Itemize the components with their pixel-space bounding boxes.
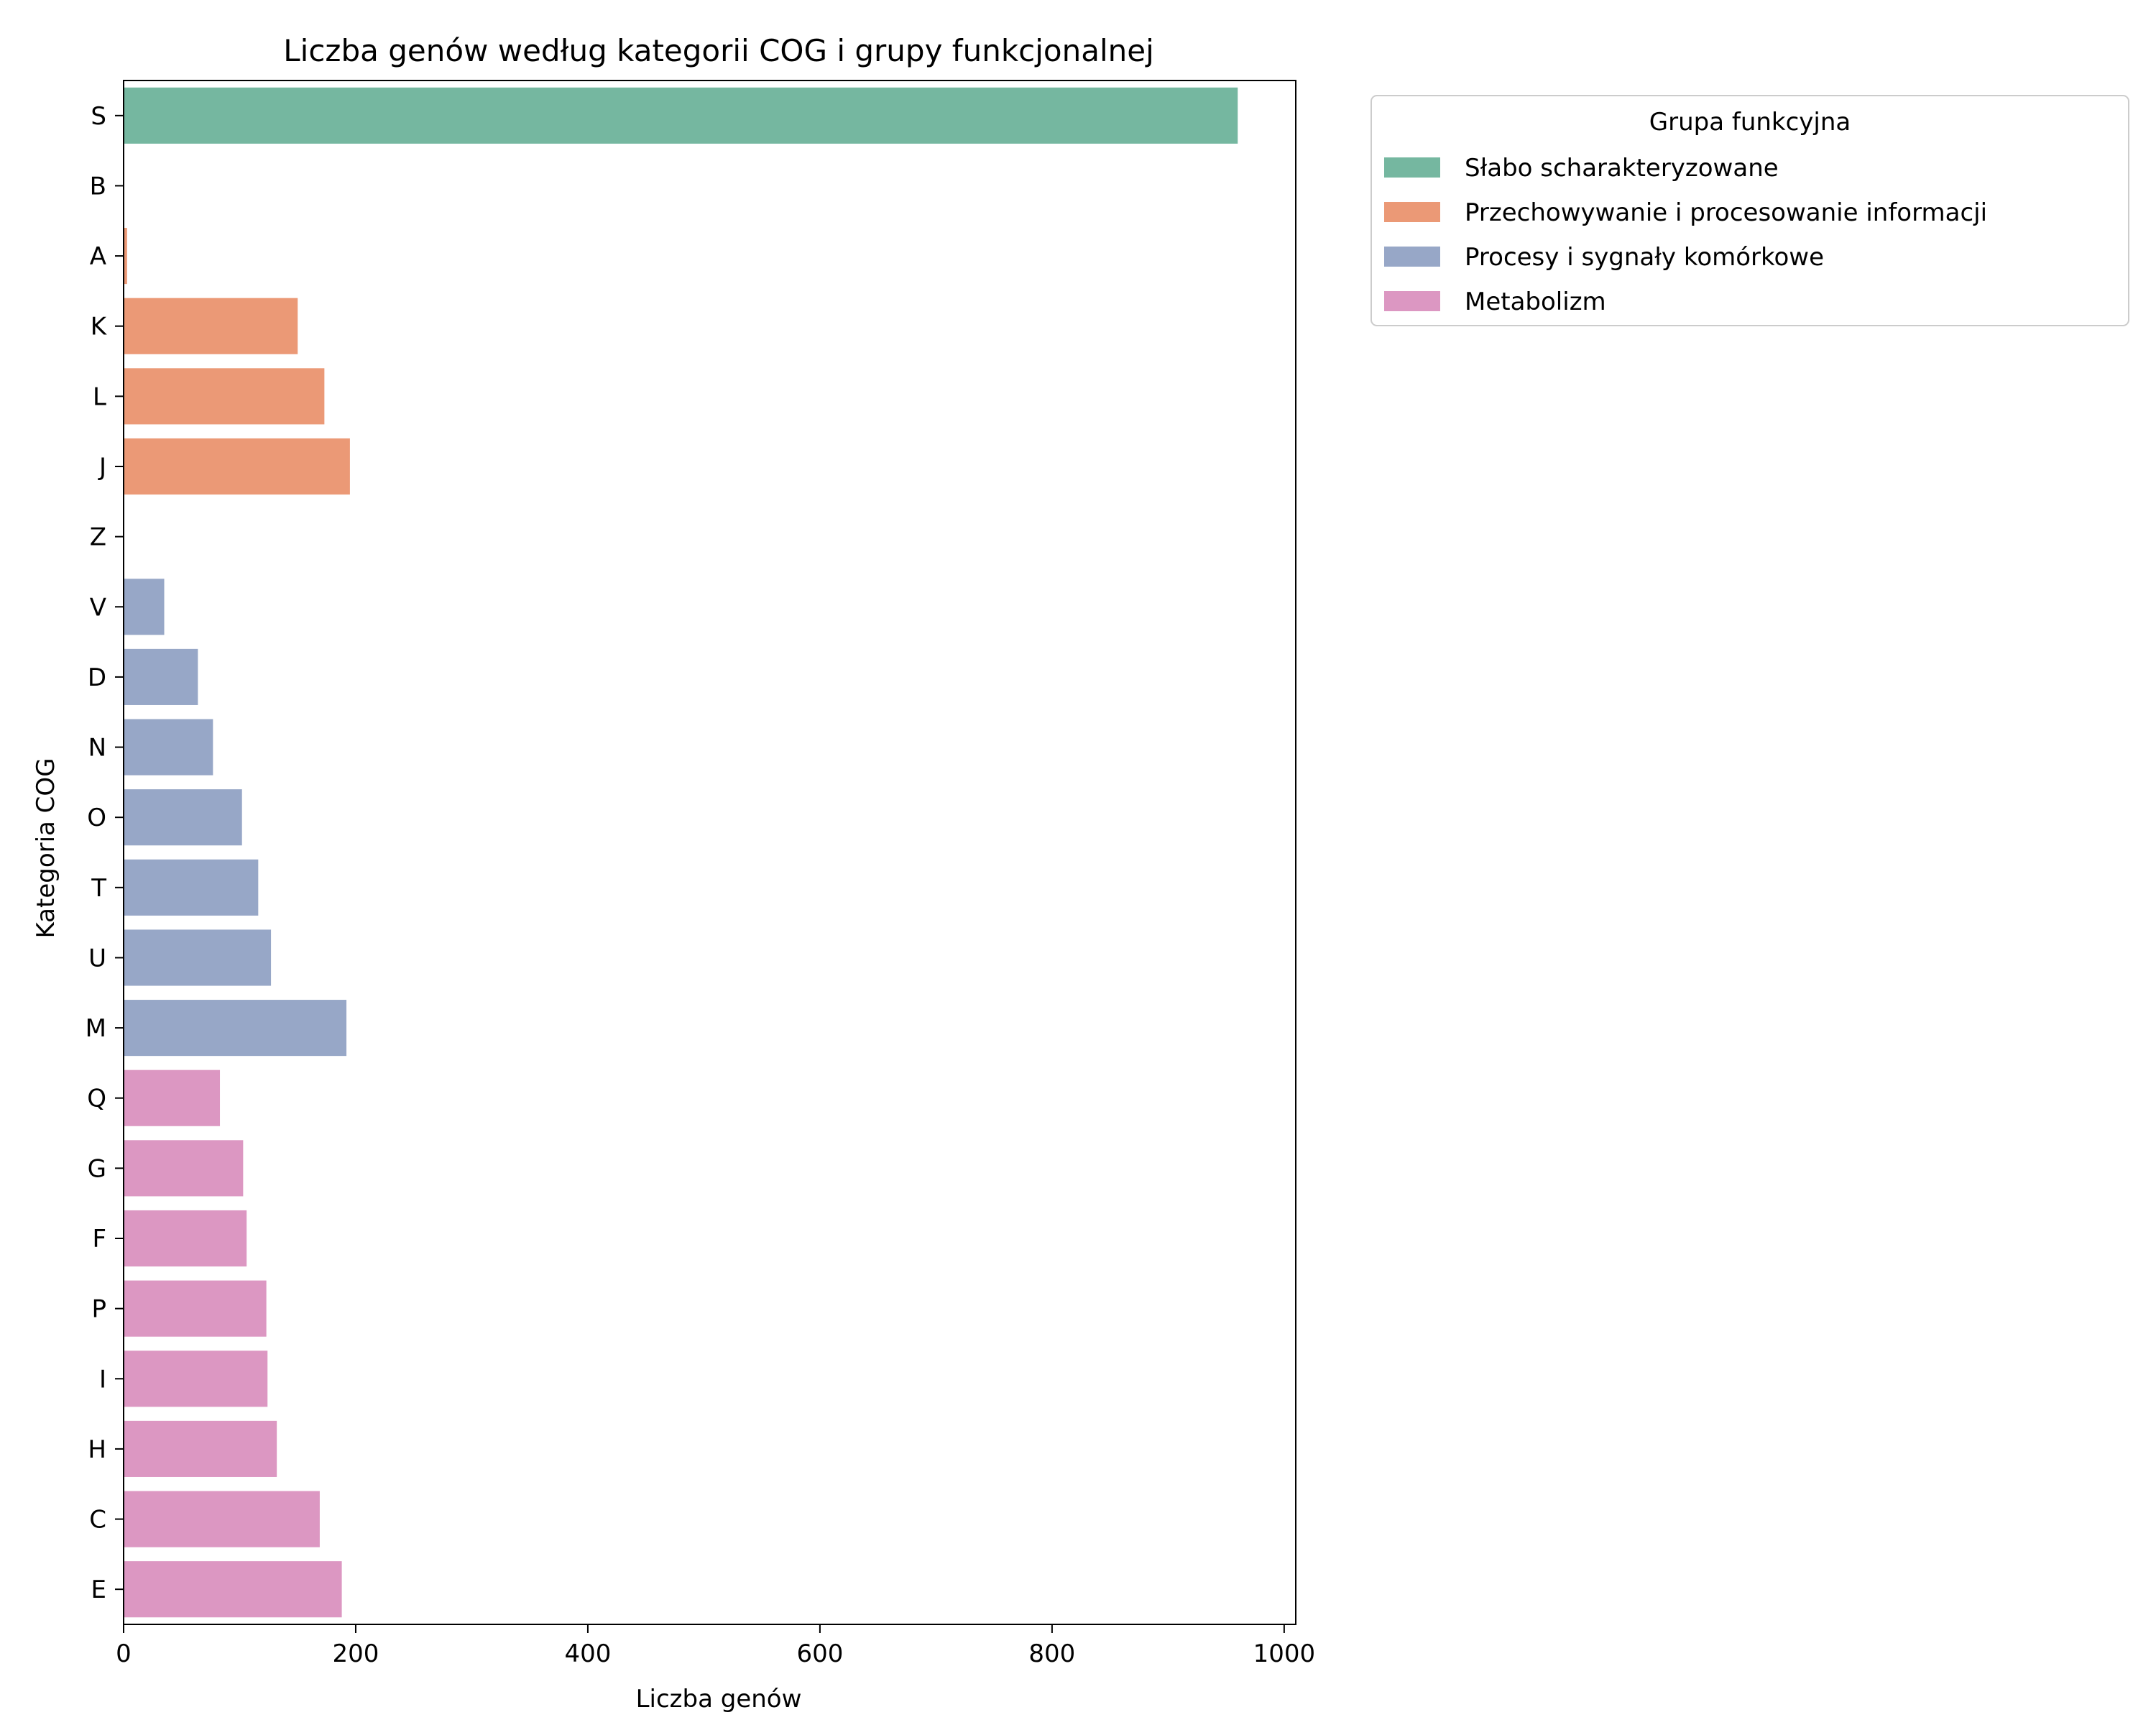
y-tick-label-s: S <box>91 102 106 131</box>
y-tick-label-i: I <box>99 1365 106 1394</box>
legend-entry-label: Przechowywanie i procesowanie informacji <box>1465 198 1987 227</box>
bar-h <box>124 1420 277 1477</box>
x-tick-label-1000: 1000 <box>1253 1639 1316 1668</box>
bar-a <box>124 228 127 285</box>
y-tick-label-a: A <box>90 242 106 271</box>
bar-g <box>124 1140 244 1197</box>
bar-p <box>124 1280 267 1337</box>
bar-q <box>124 1070 221 1126</box>
y-tick-label-q: Q <box>87 1085 106 1113</box>
x-tick-label-200: 200 <box>333 1639 379 1668</box>
y-tick-label-j: J <box>98 453 106 482</box>
legend-swatch <box>1384 247 1440 267</box>
bar-c <box>124 1491 320 1547</box>
bar-f <box>124 1210 247 1267</box>
legend-swatch <box>1384 291 1440 311</box>
y-tick-label-z: Z <box>90 523 106 552</box>
y-tick-label-d: D <box>88 663 106 692</box>
legend: Grupa funkcyjna Słabo scharakteryzowane Pr… <box>1370 95 2129 326</box>
bar-s <box>124 87 1238 144</box>
legend-swatch <box>1384 157 1440 178</box>
y-tick-label-c: C <box>89 1506 106 1535</box>
bar-e <box>124 1561 342 1618</box>
y-tick-label-h: H <box>88 1435 106 1464</box>
x-tick-label-0: 0 <box>116 1639 132 1668</box>
x-tick-label-800: 800 <box>1028 1639 1075 1668</box>
x-axis-label: Liczba genów <box>636 1685 802 1714</box>
bar-d <box>124 648 198 705</box>
bar-v <box>124 579 165 635</box>
bar-o <box>124 789 242 846</box>
y-tick-label-f: F <box>92 1225 106 1254</box>
legend-entry-label: Metabolizm <box>1465 288 1606 316</box>
bar-t <box>124 859 259 916</box>
bar-n <box>124 719 213 776</box>
bar-i <box>124 1351 268 1407</box>
legend-entry-label: Słabo scharakteryzowane <box>1465 154 1779 183</box>
legend-entry-label: Procesy i sygnały komórkowe <box>1465 243 1824 272</box>
bars-layer <box>124 87 1238 1618</box>
y-tick-label-m: M <box>86 1014 106 1043</box>
y-tick-label-t: T <box>91 874 106 903</box>
bar-m <box>124 1000 347 1057</box>
y-tick-label-l: L <box>93 382 106 411</box>
bar-u <box>124 929 272 986</box>
y-tick-label-b: B <box>90 172 106 201</box>
legend-title: Grupa funkcyjna <box>1649 108 1851 137</box>
x-tick-label-600: 600 <box>796 1639 843 1668</box>
bar-k <box>124 298 298 354</box>
y-tick-label-k: K <box>91 313 108 341</box>
y-axis-label: Kategoria COG <box>32 758 60 938</box>
chart-title: Liczba genów według kategorii COG i grup… <box>283 33 1154 68</box>
y-tick-label-u: U <box>88 944 106 972</box>
y-tick-label-o: O <box>87 804 106 832</box>
y-tick-label-g: G <box>88 1154 106 1183</box>
axes-layer: S B A K L J Z V D N O T U M Q G F P I H C E 0 200 400 600 800 1000 <box>86 80 1315 1668</box>
y-tick-label-e: E <box>91 1576 106 1604</box>
y-tick-label-n: N <box>88 734 106 763</box>
bar-j <box>124 438 350 495</box>
bar-l <box>124 368 325 425</box>
legend-swatch <box>1384 202 1440 222</box>
plot-frame <box>123 80 1296 1625</box>
x-tick-label-400: 400 <box>564 1639 611 1668</box>
legend-box <box>1370 95 2129 326</box>
y-tick-label-v: V <box>90 593 106 622</box>
y-tick-label-p: P <box>91 1295 106 1324</box>
